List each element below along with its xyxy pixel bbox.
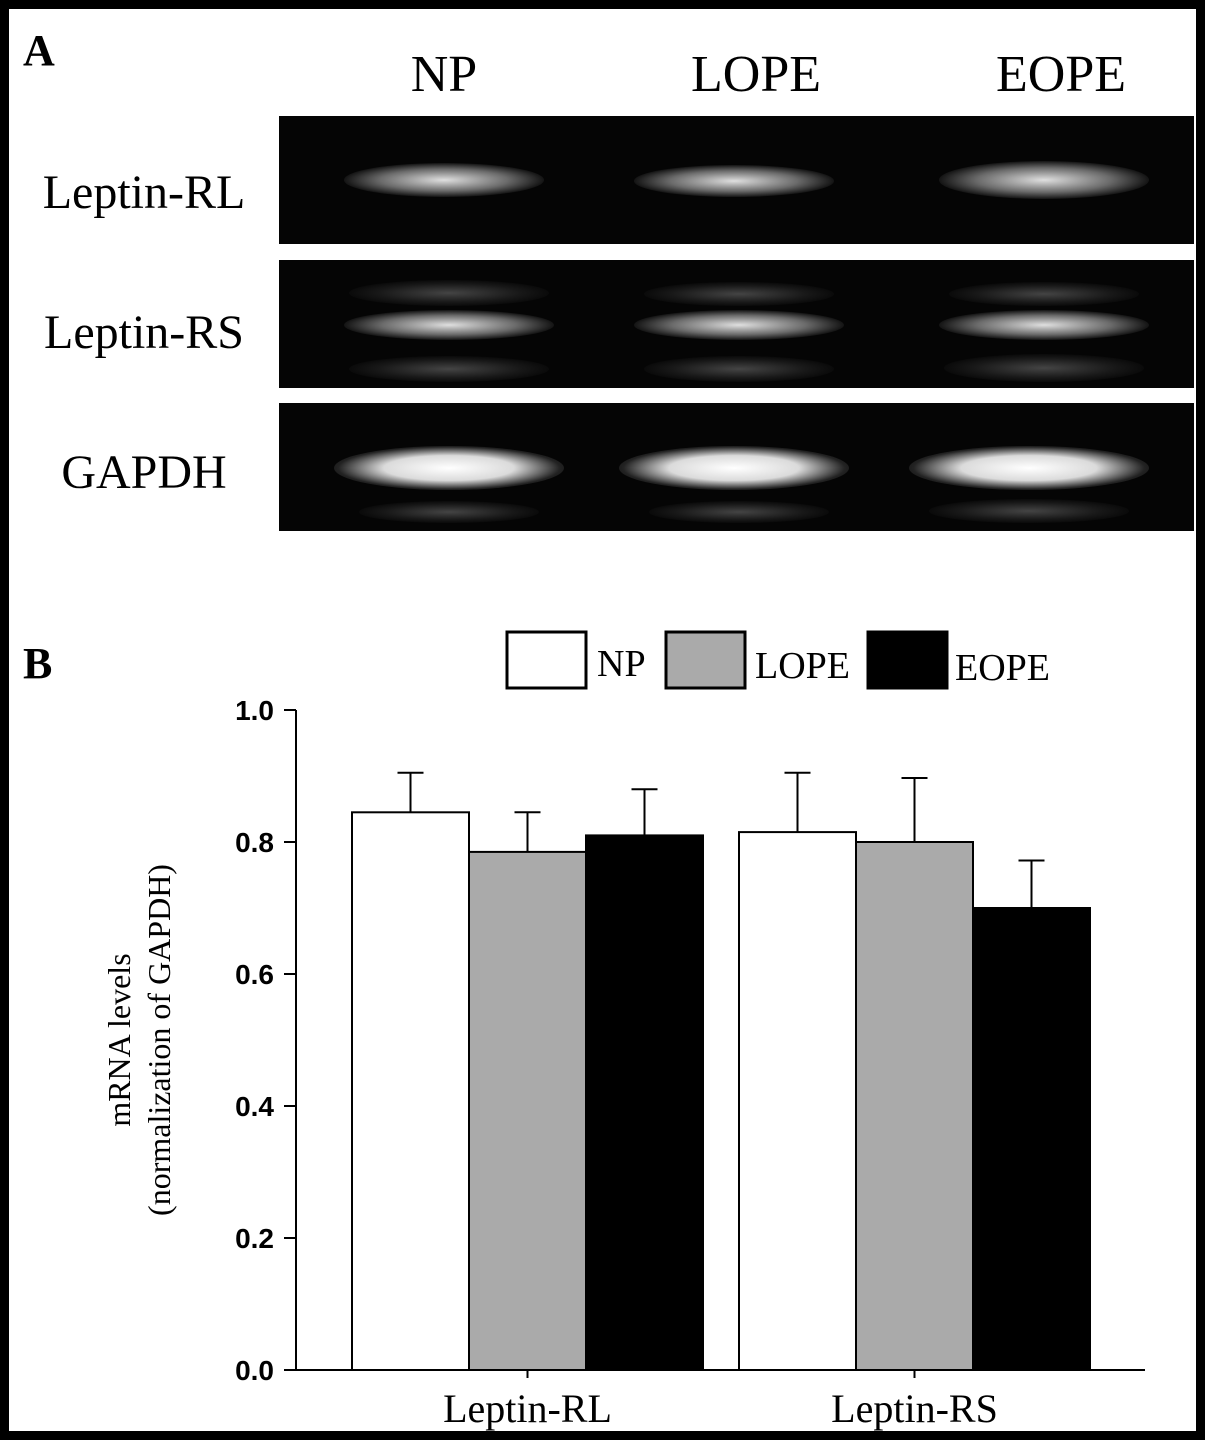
gel-band <box>349 356 549 382</box>
gel-band <box>644 282 834 306</box>
legend-swatch <box>505 630 588 690</box>
gel-band <box>344 310 554 340</box>
bar-chart: 0.0 0.2 0.4 0.6 0.8 1.0 mRNA levels (normalizat… <box>101 630 1145 1431</box>
gel-band <box>644 356 834 382</box>
legend-swatch <box>866 630 949 690</box>
gel-band <box>649 501 829 523</box>
y-tick-label: 1.0 <box>235 695 274 726</box>
bar <box>855 841 974 1371</box>
y-tick-label: 0.8 <box>235 827 274 858</box>
panel-a-letter: A <box>23 26 55 75</box>
gel-strip-leptin-rl <box>279 116 1194 244</box>
x-tick-label: Leptin-RL <box>443 1386 612 1431</box>
panel-b-letter: B <box>23 639 53 688</box>
y-axis-label-line2: (normalization of GAPDH) <box>141 864 177 1216</box>
row-label-leptin-rs: Leptin-RS <box>44 306 244 359</box>
legend-label: LOPE <box>755 645 850 687</box>
lane-label-lope: LOPE <box>691 46 821 103</box>
row-label-gapdh: GAPDH <box>61 446 227 499</box>
gel-strip-gapdh <box>279 403 1194 531</box>
gel-band <box>334 446 564 490</box>
gel-band <box>939 161 1149 199</box>
gel-band <box>634 310 844 340</box>
gel-band <box>619 446 849 490</box>
gel-strip-leptin-rs <box>279 260 1194 388</box>
legend-label: EOPE <box>955 647 1050 689</box>
bar <box>738 831 857 1371</box>
gel-band <box>359 501 539 523</box>
y-tick-label: 0.6 <box>235 959 274 990</box>
gel-band <box>349 280 549 306</box>
gel-band <box>939 310 1149 340</box>
legend-label: NP <box>597 643 646 685</box>
bar <box>585 834 704 1371</box>
bar <box>972 907 1091 1371</box>
bar <box>468 850 587 1371</box>
gel-band <box>344 163 544 197</box>
lane-label-np: NP <box>410 46 478 103</box>
gel-band <box>634 165 834 197</box>
y-tick-label: 0.2 <box>235 1223 274 1254</box>
y-axis-label: mRNA levels <box>101 953 137 1126</box>
x-tick-label: Leptin-RS <box>831 1386 998 1431</box>
y-tick-label: 0.0 <box>235 1355 274 1386</box>
gel-band <box>944 354 1144 382</box>
gel-band <box>949 282 1139 306</box>
row-label-leptin-rl: Leptin-RL <box>42 166 246 219</box>
gel-band <box>929 499 1129 523</box>
gel-band <box>909 446 1149 490</box>
bar <box>351 811 470 1371</box>
legend-swatch <box>664 630 747 690</box>
y-tick-label: 0.4 <box>235 1091 274 1122</box>
lane-label-eope: EOPE <box>996 46 1126 103</box>
